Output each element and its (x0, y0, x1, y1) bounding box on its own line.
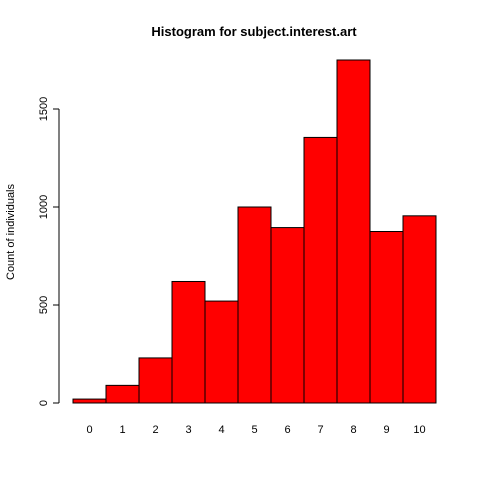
histogram-bar-3 (171, 280, 206, 404)
histogram-bar-1 (105, 384, 140, 404)
histogram-bar-6 (270, 227, 305, 404)
x-tick-labels: 0 1 2 3 4 5 6 7 8 9 10 (86, 424, 425, 436)
y-tick-label-1500: 1500 (38, 97, 50, 121)
x-tick-label-10: 10 (413, 424, 425, 436)
y-tick-label-500: 500 (38, 296, 50, 314)
x-tick-label-0: 0 (86, 424, 92, 436)
histogram-bar-4 (204, 300, 239, 404)
bars-group (72, 59, 437, 404)
x-tick-label-3: 3 (185, 424, 191, 436)
x-tick-label-9: 9 (383, 424, 389, 436)
histogram-bar-2 (138, 357, 173, 404)
y-axis-label: Count of individuals (5, 184, 17, 281)
x-tick-label-8: 8 (350, 424, 356, 436)
y-tick-label-1000: 1000 (38, 195, 50, 219)
x-tick-label-7: 7 (317, 424, 323, 436)
histogram-bar-5 (237, 206, 272, 404)
histogram-bar-0 (72, 398, 107, 404)
histogram-bar-9 (369, 231, 404, 404)
x-tick-label-5: 5 (251, 424, 257, 436)
x-tick-label-4: 4 (218, 424, 224, 436)
histogram-bar-7 (303, 136, 338, 404)
x-tick-label-1: 1 (119, 424, 125, 436)
y-axis: 0 500 1000 1500 (38, 97, 60, 406)
y-tick-label-0: 0 (38, 400, 50, 406)
chart-title: Histogram for subject.interest.art (151, 24, 357, 39)
x-tick-label-2: 2 (152, 424, 158, 436)
histogram-bar-10 (402, 215, 437, 404)
x-tick-label-6: 6 (284, 424, 290, 436)
histogram-bar-8 (336, 59, 371, 404)
